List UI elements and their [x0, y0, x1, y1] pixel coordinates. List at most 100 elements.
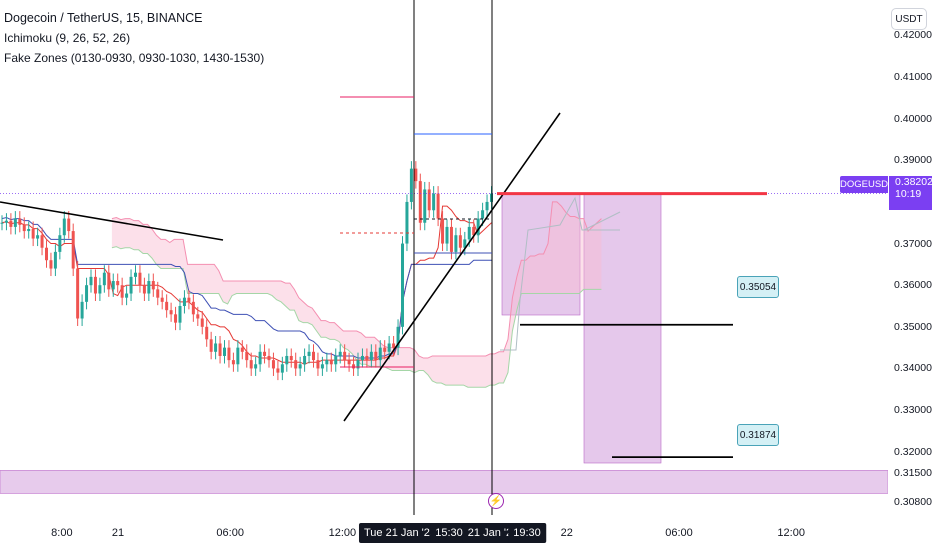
candle-body [254, 364, 258, 369]
candle-body [125, 293, 129, 298]
candle-body [481, 210, 485, 219]
candle-body [329, 360, 333, 365]
current-price-tag: 0.38202 10:19 [889, 176, 932, 210]
candle-body [4, 220, 8, 223]
candle-body [240, 347, 244, 352]
candle-body [343, 351, 347, 361]
candle-body [365, 355, 369, 361]
time-tick: 21 [111, 527, 125, 539]
candle-body [396, 326, 400, 348]
candle-body [463, 239, 467, 248]
candle-body [303, 355, 307, 365]
lightning-icon[interactable]: ⚡ [488, 493, 504, 509]
candle-body [151, 281, 155, 290]
candle-body [40, 235, 44, 248]
price-scale[interactable]: 0.420000.410000.400000.390000.380000.370… [888, 0, 932, 515]
price-tick: 0.36000 [894, 279, 932, 292]
candle-body [9, 220, 13, 227]
chart-legend: Dogecoin / TetherUS, 15, BINANCE Ichimok… [4, 8, 264, 68]
price-tick: 0.39000 [894, 154, 932, 167]
candle-body [294, 360, 298, 369]
candle-body [111, 281, 115, 290]
candle-body [147, 281, 151, 294]
candle-body [80, 301, 84, 319]
candle-body [138, 272, 142, 286]
candle-body [53, 251, 57, 269]
candle-body [107, 272, 111, 290]
time-label-after: 19:30 [508, 523, 546, 543]
candle-body [116, 281, 120, 286]
ichimoku-cloud [111, 201, 602, 388]
candle-body [85, 285, 89, 302]
price-tick: 0.35000 [894, 320, 932, 333]
candle-body [472, 226, 476, 236]
candle-body [325, 360, 329, 365]
candle-body [182, 297, 186, 307]
candle-body [476, 218, 480, 236]
candle-body [334, 355, 338, 365]
currency-button[interactable]: USDT [891, 8, 927, 30]
candle-body [258, 351, 262, 365]
candle-body [409, 168, 413, 202]
price-tick: 0.42000 [894, 29, 932, 42]
candle-body [249, 360, 253, 369]
candle-body [71, 231, 75, 269]
forward-cloud-edge-2 [583, 211, 621, 231]
candle-body [276, 368, 280, 373]
candle-body [214, 343, 218, 352]
candle-body [36, 235, 40, 239]
time-axis[interactable]: Tue 21 Jan '25 15:30 21 Jan '25 19:30 8:… [0, 515, 932, 550]
candle-body [98, 285, 102, 294]
candle-body [102, 272, 106, 286]
candle-body [18, 218, 22, 225]
descending-trendline [0, 201, 224, 241]
chart-title: Dogecoin / TetherUS, 15, BINANCE [4, 11, 203, 25]
candle-body [432, 193, 436, 211]
candle-body [316, 360, 320, 369]
candle-body [312, 351, 315, 361]
candle-body [392, 343, 396, 348]
candle-body [418, 181, 422, 223]
candle-body [218, 343, 222, 356]
candle-body [76, 268, 80, 319]
candle-body [467, 226, 471, 240]
candle-body [427, 189, 431, 211]
candle-body [449, 226, 453, 252]
candle-body [205, 326, 209, 340]
candle-body [307, 351, 311, 356]
kijun-line [1, 217, 492, 359]
candle-body [200, 318, 204, 327]
candle-body [356, 360, 360, 369]
time-tick: 06:00 [216, 527, 244, 539]
candle-body [285, 355, 289, 365]
candle-body [142, 285, 146, 294]
candle-body [387, 343, 391, 352]
candle-body [187, 297, 191, 302]
price-chart[interactable] [0, 0, 888, 515]
candle-body [27, 228, 31, 232]
forward-cloud-edge [500, 196, 620, 351]
indicator-ichimoku[interactable]: Ichimoku (9, 26, 52, 26) [4, 31, 131, 45]
candle-body [134, 272, 137, 277]
candle-body [0, 222, 4, 224]
candle-body [174, 314, 178, 323]
candle-body [414, 168, 418, 182]
candle-body [436, 193, 440, 219]
time-tick: 22 [560, 527, 573, 539]
fake-zone-band [0, 470, 888, 494]
candle-body [347, 360, 351, 365]
target-callout-1[interactable]: 0.35054 [737, 276, 779, 298]
candle-body [67, 218, 71, 232]
time-tick: 06:00 [665, 527, 693, 539]
candle-body [245, 351, 249, 361]
candle-body [129, 276, 133, 294]
candle-body [383, 347, 387, 352]
target-callout-2[interactable]: 0.31874 [737, 424, 779, 446]
candle-body [423, 189, 427, 223]
candle-body [89, 276, 93, 286]
projection-zone-2 [583, 193, 662, 464]
indicator-fake-zones[interactable]: Fake Zones (0130-0930, 0930-1030, 1430-1… [4, 51, 265, 65]
candle-body [263, 351, 267, 356]
candle-body [93, 276, 97, 294]
chart-area[interactable]: Dogecoin / TetherUS, 15, BINANCE Ichimok… [0, 0, 888, 515]
